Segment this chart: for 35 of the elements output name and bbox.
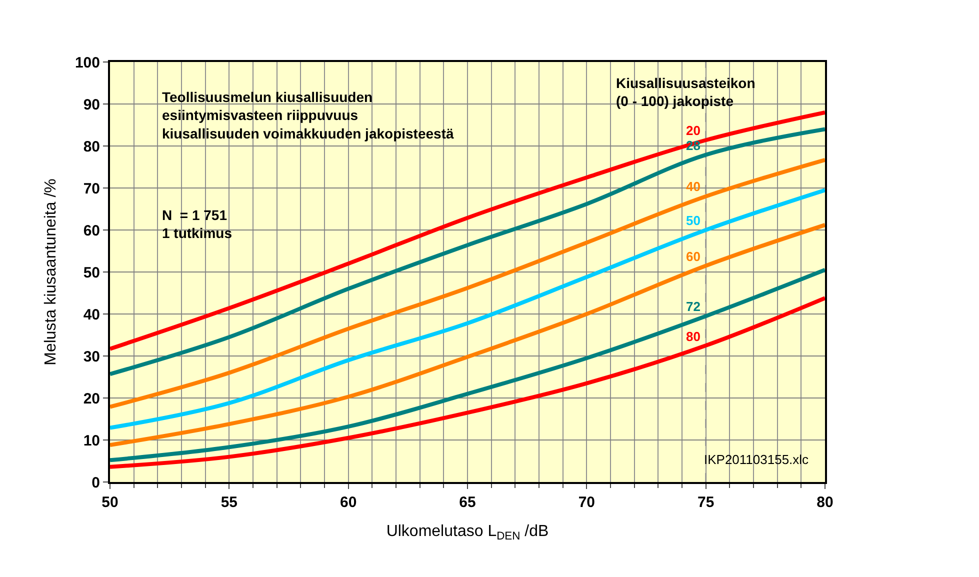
series-label: 28 [686, 138, 700, 153]
y-tick-label: 70 [83, 180, 100, 198]
y-tick-label: 100 [74, 54, 100, 72]
x-tick-label: 80 [816, 494, 834, 511]
line-series [110, 158, 825, 409]
x-tick-label: 60 [340, 494, 357, 511]
y-tick-label: 20 [83, 390, 100, 408]
annotation: Teollisuusmelun kiusallisuuden esiintymisvasteen riippuvuus kiusallisuuden voimakkuuden jakopisteestä [162, 89, 454, 142]
y-axis-title: Melusta kiusaantuneita /% [42, 178, 60, 366]
x-tick-label: 70 [578, 494, 596, 511]
annotation: N = 1 751 1 tutkimus [162, 207, 232, 242]
series-label: 60 [686, 249, 700, 264]
annotation: IKP201103155.xlc [704, 452, 810, 467]
series-label: 50 [686, 213, 700, 228]
series-label: 20 [686, 123, 700, 138]
line-series [110, 268, 825, 462]
y-tick-label: 80 [83, 138, 100, 156]
y-tick-label: 40 [83, 306, 100, 324]
y-tick-label: 50 [83, 264, 100, 282]
annotation: Kiusallisuusasteikon (0 - 100) jakopiste [616, 75, 756, 110]
y-tick-label: 0 [92, 474, 100, 492]
x-tick-label: 55 [220, 494, 238, 511]
line-series [110, 110, 825, 351]
series-label: 80 [686, 329, 700, 344]
x-tick-label: 50 [102, 494, 118, 511]
x-tick-label: 65 [459, 494, 476, 511]
x-tick-label: 75 [697, 494, 714, 511]
line-series [110, 127, 825, 376]
x-axis-title: Ulkomelutaso L$_{DEN}$ /dB [386, 523, 549, 543]
y-tick-label: 30 [83, 348, 100, 366]
series-label: 72 [686, 299, 700, 314]
y-tick-label: 10 [83, 432, 100, 450]
line-series [110, 296, 825, 469]
y-tick-label: 60 [83, 222, 100, 240]
y-tick-label: 90 [83, 96, 100, 114]
